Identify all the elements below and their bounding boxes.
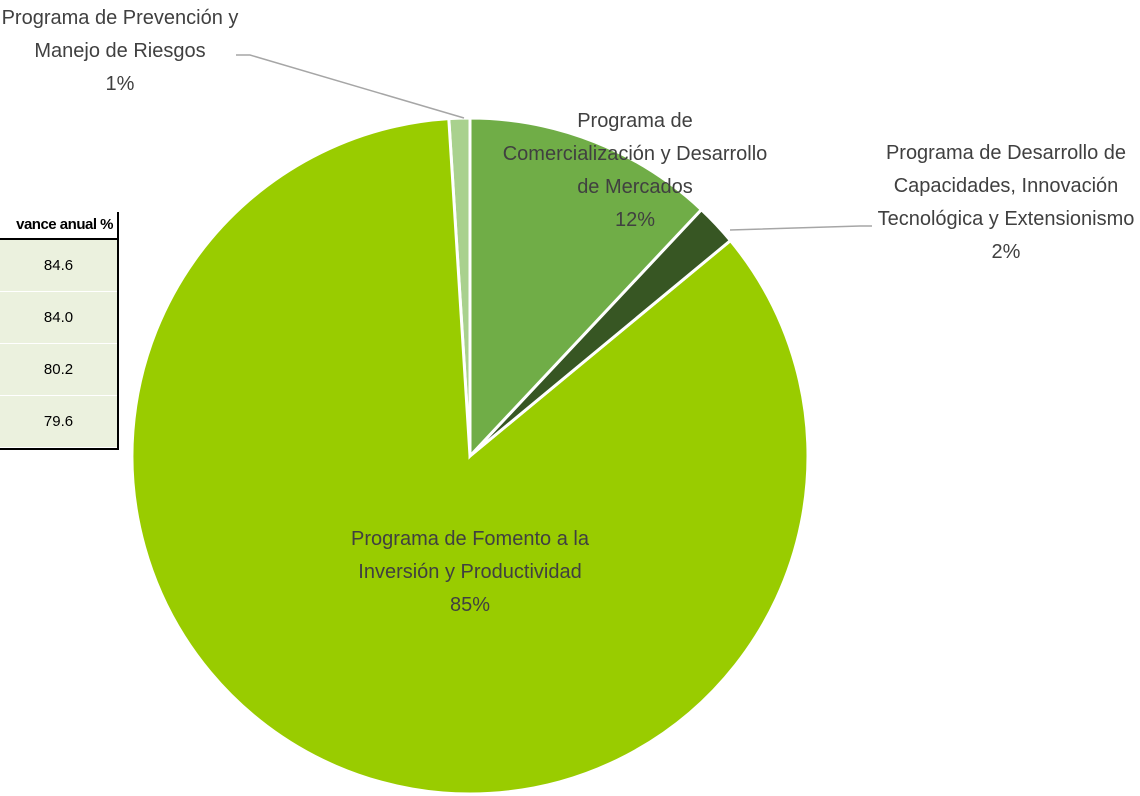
table-header: vance anual %	[0, 212, 117, 240]
label-name: Programa de Desarrollo de Capacidades, I…	[877, 142, 1135, 230]
label-name: Programa de Prevención y Manejo de Riesg…	[1, 7, 239, 62]
slice-label: Programa de Fomento a la Inversión y Pro…	[332, 523, 608, 622]
slice-label: Programa de Comercialización y Desarroll…	[500, 105, 770, 237]
slice-label: Programa de Desarrollo de Capacidades, I…	[872, 137, 1140, 269]
table-cell: 79.6	[0, 396, 117, 448]
label-value: 2%	[991, 241, 1021, 263]
label-name: Programa de Fomento a la Inversión y Pro…	[351, 528, 589, 583]
label-value: 1%	[105, 73, 135, 95]
slice-label: Programa de Prevención y Manejo de Riesg…	[0, 2, 240, 101]
table-cell: 80.2	[0, 344, 117, 396]
label-value: 12%	[614, 209, 656, 231]
data-table: vance anual % 84.6 84.0 80.2 79.6	[0, 212, 119, 450]
table-cell: 84.6	[0, 240, 117, 292]
table-cell: 84.0	[0, 292, 117, 344]
leader-line	[729, 225, 872, 231]
label-name: Programa de Comercialización y Desarroll…	[502, 110, 768, 198]
label-value: 85%	[449, 594, 491, 616]
leader-line	[236, 54, 465, 119]
pie-slice	[468, 116, 704, 460]
